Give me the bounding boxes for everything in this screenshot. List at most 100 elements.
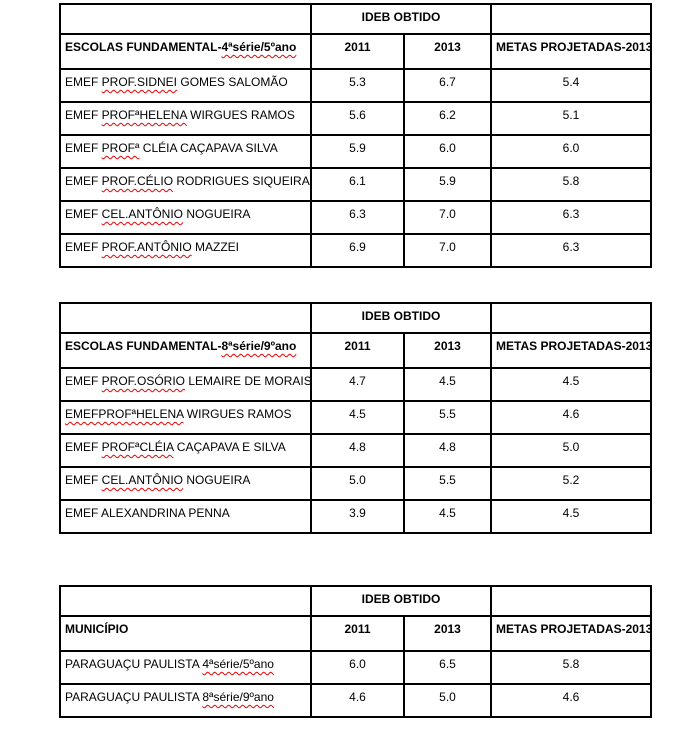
table-row: EMEFPROFªHELENA WIRGUES RAMOS 4.5 5.5 4.6 [59,400,653,435]
row-label-misspelled-text: CEL.ANTÔNIO [101,207,184,221]
row-label-cell: EMEF ALEXANDRINA PENNA [59,499,312,534]
row-group-header-cell: ESCOLAS FUNDAMENTAL-4ªsérie/5ºano [59,33,312,70]
row-group-header-text: MUNICÍPIO [65,622,129,636]
value-2013-cell: 7.0 [402,233,493,268]
meta-value-cell: 5.4 [490,68,653,103]
row-label-text: PARAGUAÇU PAULISTA [65,690,203,704]
table-municipio: IDEB OBTIDO MUNICÍPIO 2011 2013 METAS PR… [59,585,653,718]
row-label-misspelled-text: PROF.CÉLIO [101,174,174,188]
value-2013-cell: 4.8 [402,433,493,468]
value-2013-cell: 5.9 [402,167,493,202]
row-label-cell: EMEF PROFª CLÉIA CAÇAPAVA SILVA [59,134,312,169]
row-label-misspelled-text: CEL.ANTÔNIO [101,473,184,487]
row-label-text: WIRGUES RAMOS [186,108,295,122]
row-label-text: GOMES SALOMÃO [177,75,288,89]
column-header-row: ESCOLAS FUNDAMENTAL-4ªsérie/5ºano 2011 2… [59,33,653,70]
row-group-header-cell: ESCOLAS FUNDAMENTAL-8ªsérie/9ºano [59,332,312,369]
row-label-cell: EMEF CEL.ANTÔNIO NOGUEIRA [59,200,312,235]
ideb-obtido-header-cell: IDEB OBTIDO [309,302,493,334]
meta-value-cell: 5.8 [490,167,653,202]
ideb-header-row: IDEB OBTIDO [59,3,653,35]
meta-value-cell: 6.3 [490,233,653,268]
row-label-text: CLÉIA CAÇAPAVA SILVA [139,141,278,155]
meta-value-cell: 6.3 [490,200,653,235]
year-2011-header-cell: 2011 [310,615,405,652]
row-label-cell: PARAGUAÇU PAULISTA 4ªsérie/5ºano [59,650,312,685]
row-label-cell: EMEF CEL.ANTÔNIO NOGUEIRA [59,466,312,501]
row-label-text: PARAGUAÇU PAULISTA [65,657,203,671]
value-2011-cell: 4.5 [310,400,405,435]
meta-value-cell: 4.5 [490,499,653,534]
row-label-cell: EMEF PROF.ANTÔNIO MAZZEI [59,233,312,268]
row-label-text: EMEF [65,75,102,89]
value-2013-cell: 6.2 [402,101,493,136]
value-2011-cell: 5.9 [310,134,405,169]
row-group-header-cell: MUNICÍPIO [59,615,312,652]
value-2011-cell: 4.7 [310,367,405,402]
row-label-text: EMEF [65,473,102,487]
empty-cell [490,585,653,617]
value-2011-cell: 5.6 [310,101,405,136]
row-label-text: EMEF [65,240,102,254]
meta-value-cell: 5.2 [490,466,653,501]
empty-cell [59,585,312,617]
row-label-cell: EMEF PROF.SIDNEI GOMES SALOMÃO [59,68,312,103]
meta-value-cell: 6.0 [490,134,653,169]
row-label-misspelled-text: PROF.OSÓRIO [101,374,186,388]
value-2013-cell: 4.5 [402,499,493,534]
row-label-text: LEMAIRE DE MORAIS [185,374,311,388]
row-label-text: CAÇAPAVA E SILVA [173,440,286,454]
row-label-text: NOGUEIRA [183,473,251,487]
row-label-text: EMEF ALEXANDRINA PENNA [65,506,230,520]
value-2011-cell: 4.8 [310,433,405,468]
table-row: PARAGUAÇU PAULISTA 8ªsérie/9ºano 4.6 5.0 4.… [59,683,653,718]
table-row: EMEF CEL.ANTÔNIO NOGUEIRA 5.0 5.5 5.2 [59,466,653,501]
row-label-text: EMEF [65,207,102,221]
row-label-text: WIRGUES RAMOS [183,407,292,421]
column-header-row: ESCOLAS FUNDAMENTAL-8ªsérie/9ºano 2011 2… [59,332,653,369]
row-label-text: RODRIGUES SIQUEIRA [173,174,310,188]
table-row: EMEF CEL.ANTÔNIO NOGUEIRA 6.3 7.0 6.3 [59,200,653,235]
row-label-cell: PARAGUAÇU PAULISTA 8ªsérie/9ºano [59,683,312,718]
table-row: EMEF PROFªCLÉIA CAÇAPAVA E SILVA 4.8 4.8 5.… [59,433,653,468]
table-row: PARAGUAÇU PAULISTA 4ªsérie/5ºano 6.0 6.5 5.… [59,650,653,685]
row-label-misspelled-text: PROF.ANTÔNIO [101,240,192,254]
ideb-obtido-header-cell: IDEB OBTIDO [309,585,493,617]
row-label-text: EMEF [65,374,102,388]
value-2013-cell: 4.5 [402,367,493,402]
row-label-text: EMEF [65,141,102,155]
value-2011-cell: 6.3 [310,200,405,235]
table-row: EMEF ALEXANDRINA PENNA 3.9 4.5 4.5 [59,499,653,534]
table-row: EMEF PROF.ANTÔNIO MAZZEI 6.9 7.0 6.3 [59,233,653,268]
row-group-header-misspelled-text: 8ªsérie/9ºano [221,339,297,353]
year-2013-header-cell: 2013 [402,332,493,369]
row-label-misspelled-text: PROFª [101,141,140,155]
metas-projetadas-header-cell: METAS PROJETADAS-2013 [490,615,653,652]
value-2013-cell: 7.0 [402,200,493,235]
table-fundamental-4serie-5ano: IDEB OBTIDO ESCOLAS FUNDAMENTAL-4ªsérie/… [59,3,653,268]
value-2011-cell: 5.0 [310,466,405,501]
year-2011-header-cell: 2011 [310,33,405,70]
value-2013-cell: 5.0 [402,683,493,718]
row-group-header-misspelled-text: 4ªsérie/5ºano [221,40,297,54]
table-row: EMEF PROF.OSÓRIO LEMAIRE DE MORAIS 4.7 4.5… [59,367,653,402]
row-label-misspelled-text: PROFªHELENA [101,108,187,122]
row-label-misspelled-text: EMEFPROFªHELENA [65,407,184,421]
row-label-text: NOGUEIRA [183,207,251,221]
table-row: EMEF PROF.SIDNEI GOMES SALOMÃO 5.3 6.7 5.4 [59,68,653,103]
value-2011-cell: 5.3 [310,68,405,103]
row-label-cell: EMEF PROFªCLÉIA CAÇAPAVA E SILVA [59,433,312,468]
empty-cell [490,3,653,35]
row-label-cell: EMEF PROF.CÉLIO RODRIGUES SIQUEIRA [59,167,312,202]
meta-value-cell: 4.6 [490,683,653,718]
value-2011-cell: 3.9 [310,499,405,534]
row-label-misspelled-text: PROFªCLÉIA [101,440,174,454]
row-group-header-text: ESCOLAS FUNDAMENTAL- [65,339,222,353]
meta-value-cell: 5.8 [490,650,653,685]
table-fundamental-8serie-9ano: IDEB OBTIDO ESCOLAS FUNDAMENTAL-8ªsérie/… [59,302,653,534]
ideb-header-row: IDEB OBTIDO [59,585,653,617]
meta-value-cell: 5.0 [490,433,653,468]
year-2013-header-cell: 2013 [402,33,493,70]
metas-projetadas-header-cell: METAS PROJETADAS-2013 [490,332,653,369]
value-2013-cell: 5.5 [402,466,493,501]
